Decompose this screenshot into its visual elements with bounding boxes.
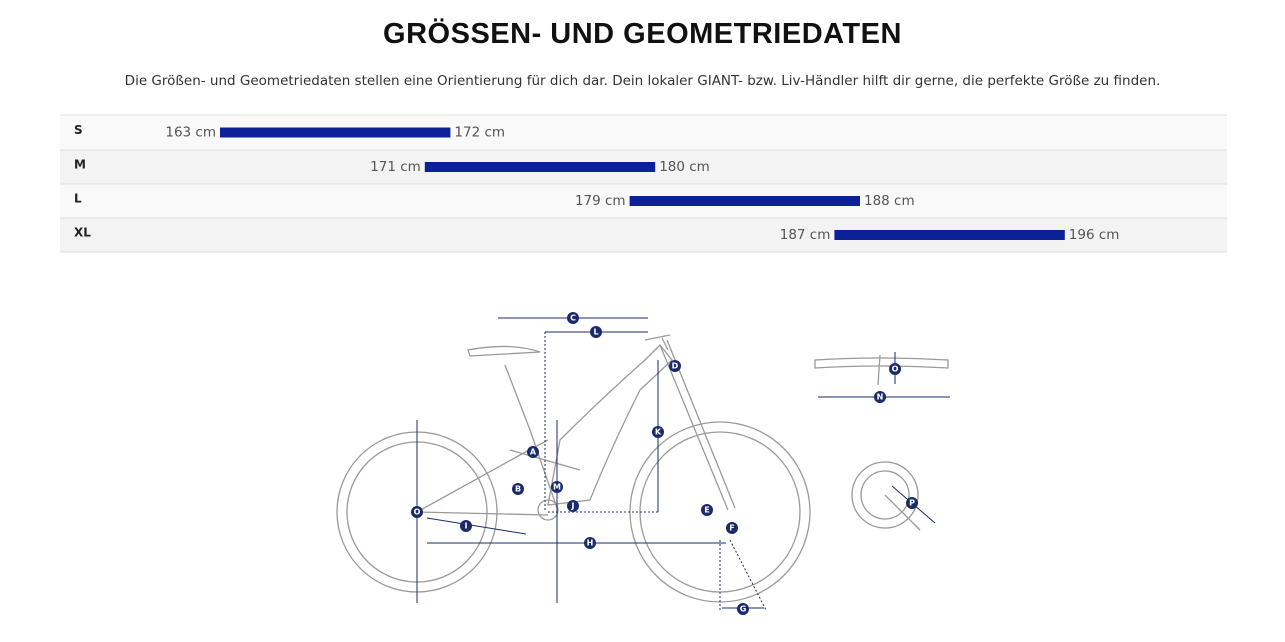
dimension-label: B [515, 485, 521, 494]
label-marker [669, 360, 681, 372]
label-marker [889, 363, 901, 375]
range-bar [424, 162, 656, 172]
range-max: 196 cm [1069, 227, 1120, 243]
dimension-label: O [414, 508, 421, 517]
label-marker [551, 481, 563, 493]
size-label: M [74, 158, 86, 172]
label-marker [701, 504, 713, 516]
range-min: 171 cm [370, 159, 421, 175]
dimension-label: G [740, 605, 747, 614]
label-marker [584, 537, 596, 549]
dimension-lines [416, 317, 950, 611]
label-marker [411, 506, 423, 518]
dimension-label: L [593, 328, 598, 337]
dimension-label: F [729, 524, 734, 533]
range-max: 188 cm [864, 193, 915, 209]
dimension-label: M [553, 483, 561, 492]
dimension-label: A [530, 448, 537, 457]
dimension-label: D [672, 362, 679, 371]
range-bar [834, 230, 1065, 240]
range-bar [220, 127, 451, 138]
label-marker [906, 497, 918, 509]
range-max: 172 cm [454, 125, 505, 141]
dimension-label: P [909, 499, 915, 508]
bike-drawing [336, 334, 949, 603]
label-marker [567, 500, 579, 512]
label-marker [567, 312, 579, 324]
dimension-label: I [465, 522, 468, 531]
range-bar [629, 196, 860, 206]
size-label: S [74, 123, 83, 137]
dimension-label: O [892, 365, 899, 374]
range-min: 163 cm [165, 125, 216, 141]
label-marker [874, 391, 886, 403]
dimension-label: C [570, 314, 576, 323]
label-marker [590, 326, 602, 338]
size-label: XL [74, 226, 91, 240]
description: Die Größen- und Geometriedaten stellen e… [124, 73, 1161, 89]
size-label: L [74, 192, 82, 206]
label-marker [460, 520, 472, 532]
label-marker [652, 426, 664, 438]
range-min: 187 cm [780, 227, 831, 243]
range-max: 180 cm [659, 159, 710, 175]
dimension-label: J [571, 502, 575, 511]
dimension-label: K [655, 428, 662, 437]
dimension-label: N [877, 393, 884, 402]
label-marker [527, 446, 539, 458]
dimension-label: E [704, 506, 709, 515]
label-marker [737, 603, 749, 615]
label-marker [726, 522, 738, 534]
label-marker [512, 483, 524, 495]
title: GRÖSSEN- UND GEOMETRIEDATEN [383, 18, 902, 50]
range-min: 179 cm [575, 193, 626, 209]
dimension-label: H [587, 539, 594, 548]
